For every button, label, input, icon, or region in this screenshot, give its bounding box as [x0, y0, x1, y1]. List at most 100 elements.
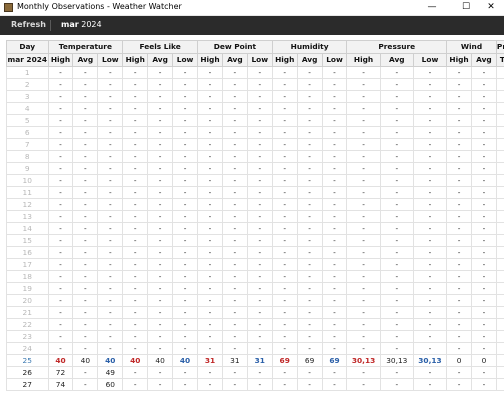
table-row[interactable]: 15------------------: [6, 234, 504, 247]
maximize-button[interactable]: ☐: [461, 2, 471, 12]
table-cell: -: [296, 270, 323, 283]
table-cell: -: [246, 222, 273, 235]
table-row[interactable]: 20------------------: [6, 294, 504, 307]
table-cell: -: [97, 162, 124, 175]
table-row[interactable]: 3------------------: [6, 90, 504, 103]
table-cell: -: [147, 90, 174, 103]
table-row[interactable]: 9------------------: [6, 162, 504, 175]
table-cell: -: [122, 282, 149, 295]
day-cell: 22: [6, 318, 49, 331]
table-cell: -: [197, 114, 223, 127]
table-cell: -: [321, 198, 348, 211]
table-cell: -: [296, 210, 323, 223]
month-selector[interactable]: mar 2024: [61, 20, 102, 29]
table-cell: -: [246, 198, 273, 211]
group-header-wind: Wind: [446, 40, 497, 54]
table-cell: -: [321, 126, 348, 139]
table-row[interactable]: 18------------------: [6, 270, 504, 283]
table-row[interactable]: 21------------------: [6, 306, 504, 319]
table-cell: -: [47, 186, 74, 199]
table-cell: -: [221, 114, 248, 127]
table-cell: -: [379, 342, 414, 355]
table-cell: -: [172, 258, 199, 271]
table-cell: -: [346, 270, 381, 283]
table-cell: -: [346, 234, 381, 247]
table-row[interactable]: 22------------------: [6, 318, 504, 331]
observations-table-container[interactable]: Day Temperature Feels Like Dew Point Humidit…: [6, 40, 504, 400]
table-row[interactable]: 14------------------: [6, 222, 504, 235]
table-cell: -: [321, 246, 348, 259]
table-cell: -: [271, 234, 298, 247]
table-cell: -: [495, 102, 504, 115]
table-row[interactable]: 7------------------: [6, 138, 504, 151]
table-cell: -: [471, 66, 497, 79]
table-cell: -: [147, 126, 174, 139]
table-cell: -: [72, 126, 99, 139]
table-cell: -: [346, 378, 381, 391]
table-cell: -: [379, 210, 414, 223]
table-row[interactable]: 2------------------: [6, 78, 504, 91]
refresh-button[interactable]: Refresh: [11, 20, 46, 29]
group-header-precip: Precip: [495, 40, 504, 54]
table-cell: -: [495, 342, 504, 355]
table-cell: -: [172, 66, 199, 79]
table-cell: -: [412, 126, 448, 139]
table-cell: -: [296, 66, 323, 79]
table-cell: -: [412, 258, 448, 271]
day-cell: 15: [6, 234, 49, 247]
table-cell: -: [346, 258, 381, 271]
column-header: High: [197, 53, 223, 67]
table-cell: -: [446, 78, 472, 91]
table-row[interactable]: 19------------------: [6, 282, 504, 295]
table-cell: -: [47, 162, 74, 175]
table-cell: 69: [321, 354, 348, 367]
table-cell: -: [72, 210, 99, 223]
table-row[interactable]: 25 40 40 40 40 40 40 31 31 31 69 69 69 30,13 30,13 30,1…: [6, 354, 504, 367]
table-cell: -: [379, 330, 414, 343]
table-cell: -: [246, 330, 273, 343]
table-cell: -: [172, 234, 199, 247]
day-cell: 24: [6, 342, 49, 355]
table-cell: -: [471, 126, 497, 139]
table-cell: -: [47, 66, 74, 79]
table-cell: 0: [471, 354, 497, 367]
table-row[interactable]: 11------------------: [6, 186, 504, 199]
table-cell: -: [122, 66, 149, 79]
table-row[interactable]: 6------------------: [6, 126, 504, 139]
table-cell: -: [246, 90, 273, 103]
table-cell: -: [379, 102, 414, 115]
table-cell: -: [47, 234, 74, 247]
day-cell: 4: [6, 102, 49, 115]
table-cell: -: [379, 90, 414, 103]
table-row[interactable]: 17------------------: [6, 258, 504, 271]
close-button[interactable]: ✕: [487, 2, 495, 12]
table-row[interactable]: 10------------------: [6, 174, 504, 187]
table-row[interactable]: 23------------------: [6, 330, 504, 343]
table-cell: -: [47, 78, 74, 91]
minimize-button[interactable]: —: [427, 2, 437, 12]
table-cell: -: [346, 90, 381, 103]
table-cell: -: [47, 174, 74, 187]
table-row[interactable]: 24------------------: [6, 342, 504, 355]
table-row[interactable]: 12------------------: [6, 198, 504, 211]
table-cell: -: [271, 318, 298, 331]
table-row[interactable]: 1------------------: [6, 66, 504, 79]
table-cell: -: [471, 186, 497, 199]
table-cell: -: [471, 210, 497, 223]
table-row[interactable]: 16------------------: [6, 246, 504, 259]
table-row[interactable]: 5------------------: [6, 114, 504, 127]
table-cell: -: [221, 78, 248, 91]
table-cell: -: [122, 162, 149, 175]
table-cell: -: [412, 66, 448, 79]
table-row[interactable]: 8------------------: [6, 150, 504, 163]
table-cell: -: [379, 186, 414, 199]
table-cell: -: [147, 198, 174, 211]
table-row[interactable]: 13------------------: [6, 210, 504, 223]
column-header: High: [122, 53, 149, 67]
table-row[interactable]: 4------------------: [6, 102, 504, 115]
table-cell: -: [471, 282, 497, 295]
table-body: 1------------------2------------------3-…: [6, 66, 504, 391]
column-header: Avg: [72, 53, 99, 67]
